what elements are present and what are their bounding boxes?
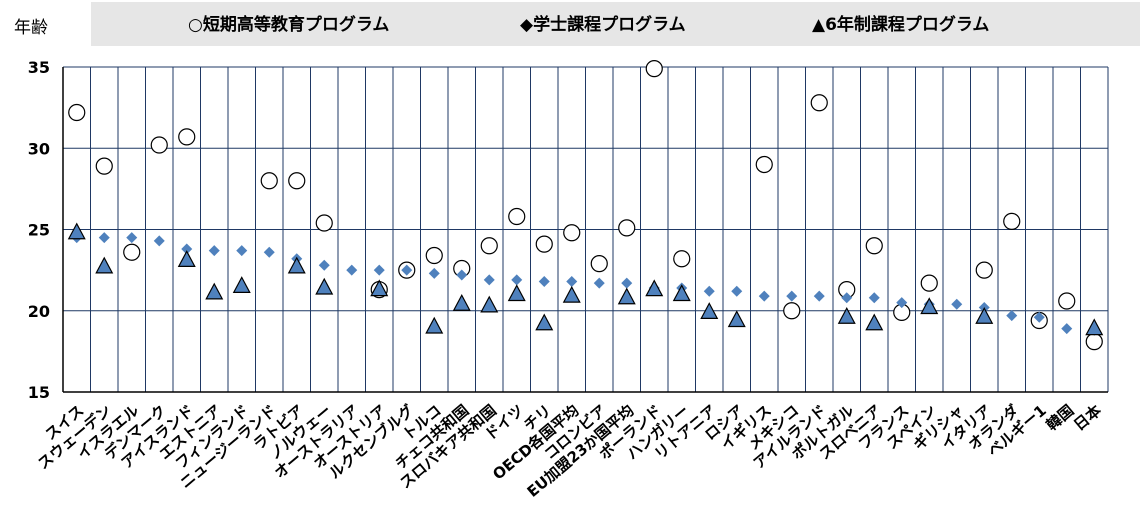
data-point-six-year <box>452 293 471 311</box>
data-point-bachelor <box>951 298 963 310</box>
data-point-short-cycle <box>590 255 608 273</box>
y-tick-label: 30 <box>28 139 50 158</box>
data-point-bachelor <box>1006 310 1018 322</box>
data-point-short-cycle <box>563 224 581 242</box>
data-point-six-year <box>672 284 691 302</box>
data-point-short-cycle <box>123 243 141 261</box>
data-point-six-year <box>232 276 251 293</box>
data-point-six-year <box>865 313 884 331</box>
data-point-six-year <box>205 282 224 300</box>
data-point-bachelor <box>373 264 385 276</box>
legend-entry: ○短期高等教育プログラム <box>188 14 389 35</box>
data-point-short-cycle <box>810 94 828 112</box>
data-point-bachelor <box>511 274 523 286</box>
data-point-six-year <box>315 277 334 295</box>
data-point-short-cycle <box>920 274 938 292</box>
data-point-short-cycle <box>150 136 168 154</box>
y-axis-label: 年齢 <box>14 18 48 38</box>
data-point-bachelor <box>98 232 110 244</box>
data-point-six-year <box>425 316 444 334</box>
data-point-bachelor <box>841 292 853 304</box>
data-point-short-cycle <box>1003 212 1021 230</box>
data-point-six-year <box>95 256 114 274</box>
data-point-six-year <box>645 279 664 297</box>
data-point-short-cycle <box>535 235 553 253</box>
legend-background <box>91 2 1140 46</box>
data-point-short-cycle <box>975 261 993 279</box>
data-point-short-cycle <box>645 60 663 78</box>
data-point-bachelor <box>263 246 275 258</box>
data-point-six-year <box>700 302 719 319</box>
data-point-short-cycle <box>1058 292 1076 310</box>
data-point-bachelor <box>181 243 193 255</box>
data-point-short-cycle <box>260 172 278 190</box>
data-point-bachelor <box>566 276 578 287</box>
data-point-six-year <box>507 284 526 302</box>
data-point-bachelor <box>126 232 138 244</box>
data-point-short-cycle <box>68 103 86 122</box>
data-point-short-cycle <box>178 128 196 146</box>
data-point-short-cycle <box>783 302 801 320</box>
data-point-six-year <box>837 306 856 324</box>
data-point-short-cycle <box>618 219 636 237</box>
data-point-bachelor <box>153 235 165 247</box>
y-tick-label: 20 <box>28 302 50 321</box>
data-point-bachelor <box>538 276 550 287</box>
data-point-bachelor <box>483 274 495 286</box>
data-point-six-year <box>920 297 939 315</box>
data-point-six-year <box>67 222 86 240</box>
data-point-six-year <box>287 256 306 274</box>
data-point-bachelor <box>456 269 468 281</box>
data-point-bachelor <box>703 285 715 297</box>
data-point-short-cycle <box>315 214 333 232</box>
data-point-short-cycle <box>425 246 443 265</box>
y-tick-label: 25 <box>28 221 50 240</box>
data-point-short-cycle <box>1085 333 1103 351</box>
data-point-bachelor <box>786 290 798 302</box>
data-point-bachelor <box>428 267 440 279</box>
data-point-bachelor <box>236 245 248 257</box>
data-point-six-year <box>975 306 994 324</box>
data-point-bachelor <box>208 245 220 257</box>
data-point-bachelor <box>1061 323 1073 335</box>
data-point-bachelor <box>318 259 330 271</box>
data-point-six-year <box>370 279 389 297</box>
data-point-short-cycle <box>480 237 498 255</box>
data-point-six-year <box>562 285 581 303</box>
data-point-short-cycle <box>508 207 526 226</box>
data-point-six-year <box>480 295 499 313</box>
data-point-bachelor <box>1033 311 1045 323</box>
data-point-bachelor <box>401 264 413 276</box>
data-point-bachelor <box>346 264 358 276</box>
legend-entry: ◆学士課程プログラム <box>520 14 686 35</box>
y-tick-label: 35 <box>28 58 50 77</box>
data-point-six-year <box>177 250 196 267</box>
y-tick-label: 15 <box>28 383 50 402</box>
legend-entry: ▲6年制課程プログラム <box>812 14 989 35</box>
data-point-bachelor <box>758 290 770 302</box>
data-point-six-year <box>535 313 554 331</box>
data-point-short-cycle <box>673 250 691 268</box>
data-point-six-year <box>727 310 746 328</box>
data-point-six-year <box>617 287 636 305</box>
x-tick-label: 日本 <box>1070 401 1105 434</box>
data-point-bachelor <box>593 277 605 289</box>
data-point-short-cycle <box>288 172 306 190</box>
data-point-six-year <box>1085 318 1104 336</box>
data-point-bachelor <box>731 285 743 297</box>
data-point-short-cycle <box>865 237 883 255</box>
data-point-bachelor <box>896 297 908 309</box>
data-point-short-cycle <box>95 157 113 175</box>
data-point-bachelor <box>868 292 880 304</box>
data-point-short-cycle <box>755 155 773 174</box>
data-point-bachelor <box>813 290 825 302</box>
data-point-bachelor <box>621 277 633 289</box>
